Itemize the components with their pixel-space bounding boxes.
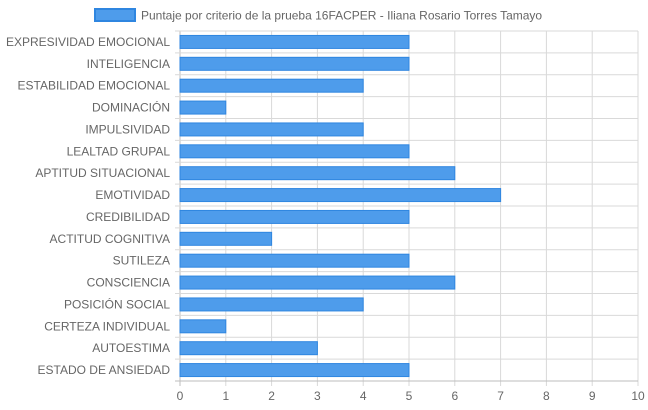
x-tick-label: 5: [406, 389, 413, 403]
category-label: SUTILEZA: [113, 254, 170, 268]
bar[interactable]: [179, 144, 410, 159]
legend[interactable]: Puntaje por criterio de la prueba 16FACP…: [94, 8, 542, 23]
bar[interactable]: [179, 297, 364, 312]
x-tick-label: 1: [222, 389, 229, 403]
x-tick-label: 6: [451, 389, 458, 403]
bar[interactable]: [179, 209, 410, 224]
category-label: EXPRESIVIDAD EMOCIONAL: [6, 35, 170, 49]
bar[interactable]: [179, 363, 410, 378]
bar[interactable]: [179, 275, 456, 290]
category-label: EMOTIVIDAD: [95, 188, 170, 202]
bar[interactable]: [179, 253, 410, 268]
category-label: ACTITUD COGNITIVA: [50, 232, 170, 246]
category-label: IMPULSIVIDAD: [85, 122, 170, 136]
x-tick-label: 0: [177, 389, 184, 403]
x-tick-labels: 0 1 2 3 4 5 6 7 8 9 10: [177, 389, 645, 403]
x-tick-label: 3: [314, 389, 321, 403]
legend-swatch: [94, 8, 136, 22]
bar[interactable]: [179, 122, 364, 137]
x-tick-label: 10: [631, 389, 645, 403]
bar[interactable]: [179, 34, 410, 49]
x-tick-label: 4: [360, 389, 367, 403]
bar[interactable]: [179, 56, 410, 71]
category-label: ESTADO DE ANSIEDAD: [38, 363, 171, 377]
category-label: LEALTAD GRUPAL: [67, 144, 171, 158]
category-label: CREDIBILIDAD: [86, 210, 170, 224]
category-label: AUTOESTIMA: [92, 341, 170, 355]
grid: [175, 30, 639, 386]
bar[interactable]: [179, 78, 364, 93]
category-label: INTELIGENCIA: [87, 57, 170, 71]
category-label: ESTABILIDAD EMOCIONAL: [18, 79, 171, 93]
bar[interactable]: [179, 166, 456, 181]
category-labels: EXPRESIVIDAD EMOCIONAL INTELIGENCIA ESTABI…: [6, 35, 170, 377]
bars: [179, 34, 502, 378]
x-tick-label: 7: [497, 389, 504, 403]
category-label: POSICIÓN SOCIAL: [64, 296, 170, 311]
x-tick-label: 2: [268, 389, 275, 403]
legend-label: Puntaje por criterio de la prueba 16FACP…: [141, 9, 542, 23]
bar[interactable]: [179, 341, 318, 356]
bar[interactable]: [179, 188, 502, 203]
category-label: CERTEZA INDIVIDUAL: [44, 319, 170, 333]
bar[interactable]: [179, 100, 227, 115]
x-tick-label: 9: [589, 389, 596, 403]
category-label: APTITUD SITUACIONAL: [35, 166, 170, 180]
category-label: CONSCIENCIA: [87, 276, 170, 290]
category-label: DOMINACIÓN: [92, 100, 170, 115]
x-tick-label: 8: [543, 389, 550, 403]
bar[interactable]: [179, 231, 273, 246]
bar[interactable]: [179, 319, 227, 334]
